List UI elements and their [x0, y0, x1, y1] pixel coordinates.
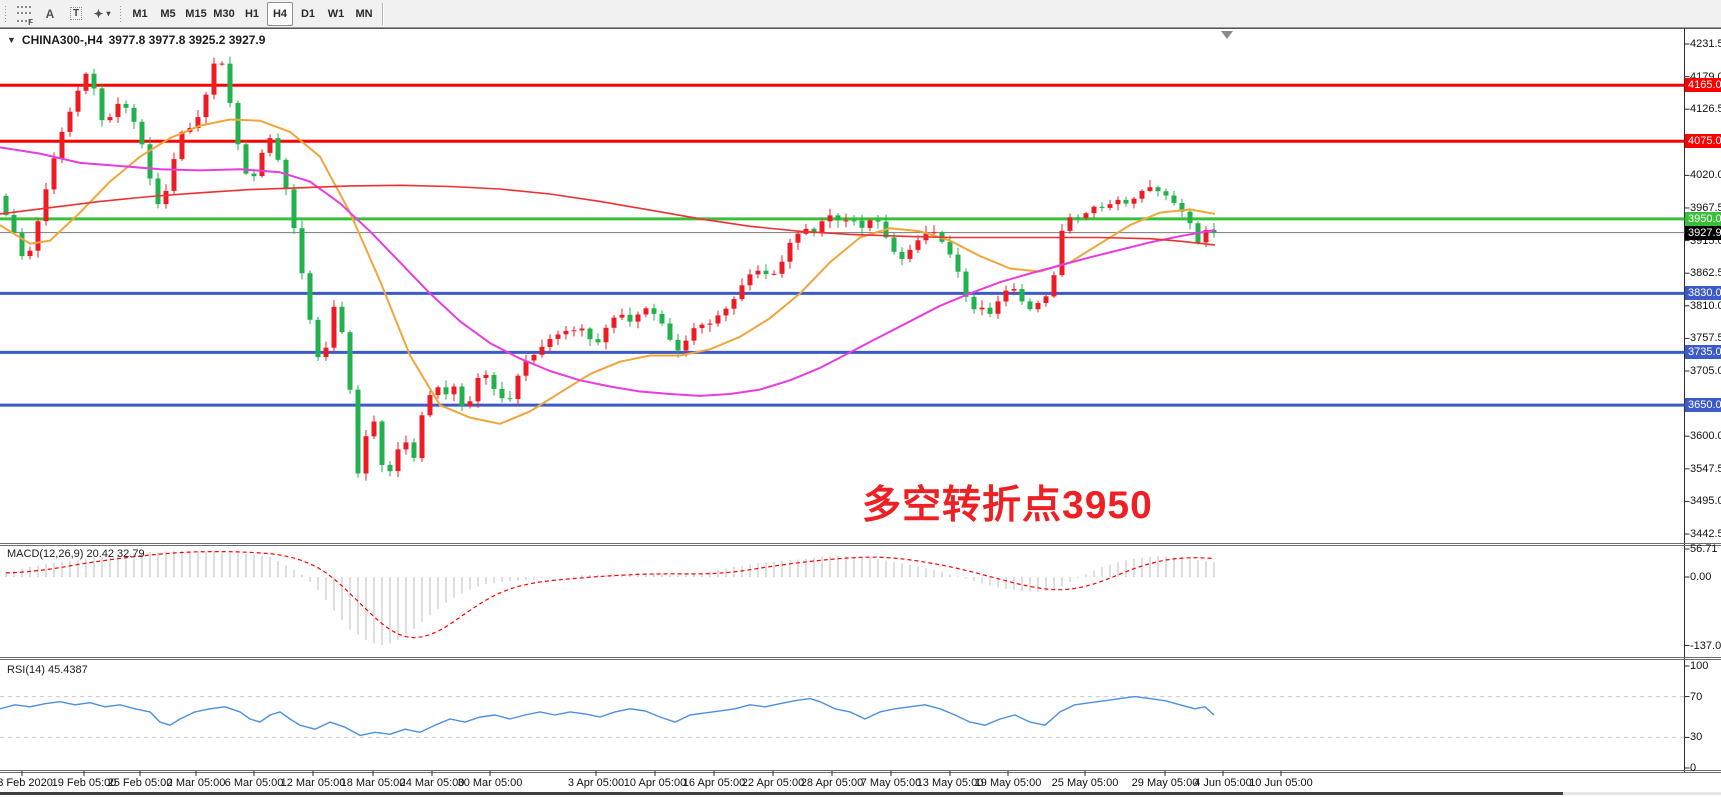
rsi-line — [0, 695, 1215, 737]
timeframe-button-M15[interactable]: M15 — [185, 7, 207, 20]
arrows-icon: ✦ — [93, 6, 104, 21]
timeframes-toolbar: M1 M5 M15 M30 H1 H4 D1 W1 MN — [126, 1, 378, 26]
h-scrollbar-thumb[interactable] — [0, 792, 1563, 795]
timeframe-button-D1[interactable]: D1 — [300, 7, 316, 20]
text-label-icon: T — [69, 7, 83, 20]
ma-medium-magenta-line — [0, 146, 1216, 397]
timeframe-button-M1[interactable]: M1 — [132, 7, 148, 20]
toolbar: A T ✦▾ M1 M5 M15 M30 H1 H4 D1 W1 MN — [0, 0, 1721, 28]
candles — [3, 56, 1217, 481]
toolbar-grip[interactable] — [3, 3, 8, 24]
toolbar-grip[interactable] — [118, 3, 123, 24]
chevron-down-icon: ▾ — [106, 9, 111, 18]
ma-fast-orange-line — [0, 118, 1216, 425]
text-label-tool-button[interactable]: T — [64, 2, 88, 26]
chart-canvas[interactable] — [0, 28, 1721, 797]
text-tool-icon: A — [45, 6, 55, 21]
macd-signal-line — [5, 550, 1215, 639]
toolbar-separator — [382, 2, 383, 25]
fibonacci-tool-button[interactable] — [12, 2, 36, 27]
ma-slow-red-line — [0, 184, 1216, 246]
timeframe-button-M30[interactable]: M30 — [213, 7, 235, 20]
fibonacci-icon — [17, 5, 33, 27]
timeframe-button-M5[interactable]: M5 — [160, 7, 176, 20]
text-tool-button[interactable]: A — [38, 2, 62, 26]
timeframe-button-W1[interactable]: W1 — [327, 7, 345, 20]
timeframe-button-H1[interactable]: H1 — [244, 7, 260, 20]
shift-triangle-icon[interactable] — [1221, 31, 1233, 39]
macd-histogram — [5, 551, 1215, 645]
timeframe-button-MN[interactable]: MN — [355, 7, 373, 20]
timeframe-button-H4[interactable]: H4 — [267, 1, 293, 26]
line-studies-toolbar: A T ✦▾ — [11, 2, 115, 27]
chart-window[interactable]: ▼ CHINA300-,H4 3977.8 3977.8 3925.2 3927… — [0, 28, 1721, 797]
arrows-tool-button[interactable]: ✦ ▾ — [90, 2, 114, 26]
